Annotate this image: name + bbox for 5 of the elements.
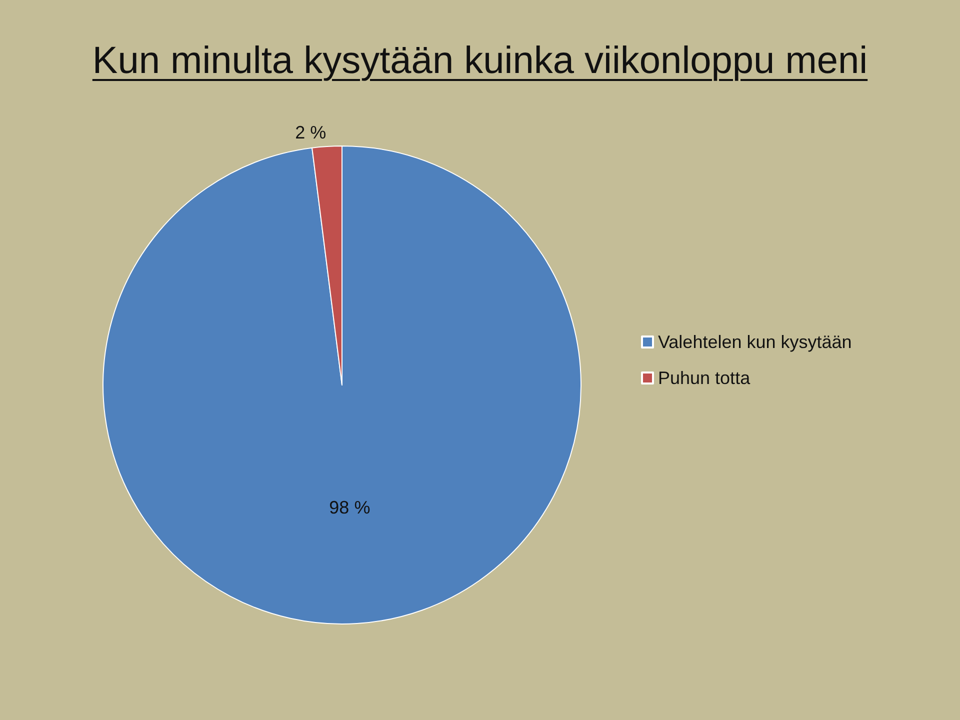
- chart-title: Kun minulta kysytään kuinka viikonloppu meni: [91, 40, 869, 83]
- data-label: 2 %: [295, 122, 326, 142]
- data-label: 98 %: [329, 497, 370, 518]
- legend-label: Valehtelen kun kysytään: [658, 332, 852, 352]
- legend-label: Puhun totta: [658, 368, 752, 388]
